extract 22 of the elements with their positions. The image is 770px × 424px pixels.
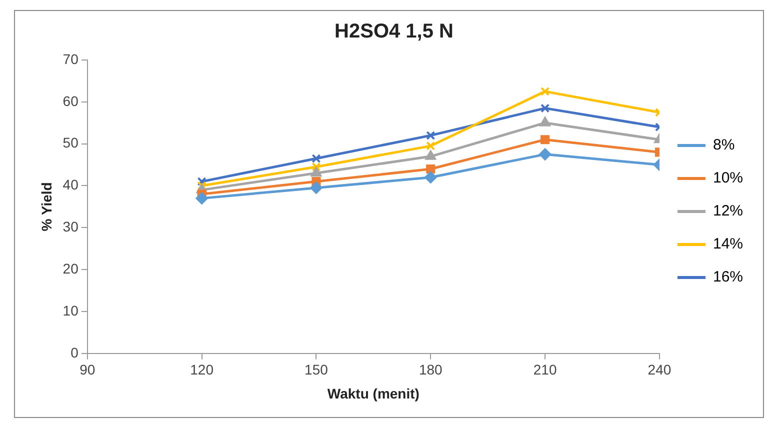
y-tick-label: 0 [70,344,79,360]
x-tick-label: 180 [418,362,443,378]
y-tick-label: 50 [62,134,79,151]
y-tick-label: 70 [62,50,79,67]
x-axis-title: Waktu (menit) [327,385,420,402]
x-tick-label: 240 [648,362,672,378]
y-tick-label: 20 [62,260,79,276]
x-tick-label: 120 [190,362,214,378]
y-axis-title: % Yield [38,182,54,232]
y-tick-label: 10 [62,302,79,318]
chart-title: H2SO4 1,5 N [334,20,454,43]
x-tick-label: 90 [80,362,96,378]
legend-label: 14% [712,236,744,253]
x-tick-label: 210 [533,362,557,378]
legend-label: 16% [712,268,744,286]
legend-label: 8% [712,136,735,154]
y-tick-label: 30 [62,218,79,235]
y-tick-label: 40 [62,176,79,193]
y-tick-label: 60 [62,92,79,109]
x-tick-label: 150 [304,362,328,378]
legend-label: 10% [712,170,744,187]
legend-label: 12% [712,202,744,220]
